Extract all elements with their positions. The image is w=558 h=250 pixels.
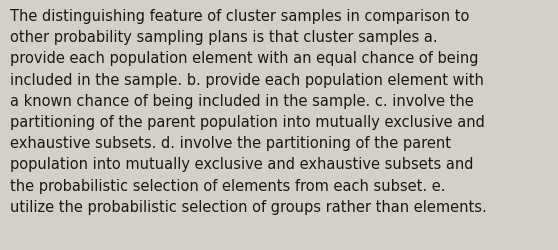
Text: The distinguishing feature of cluster samples in comparison to
other probability: The distinguishing feature of cluster sa… bbox=[10, 9, 487, 214]
